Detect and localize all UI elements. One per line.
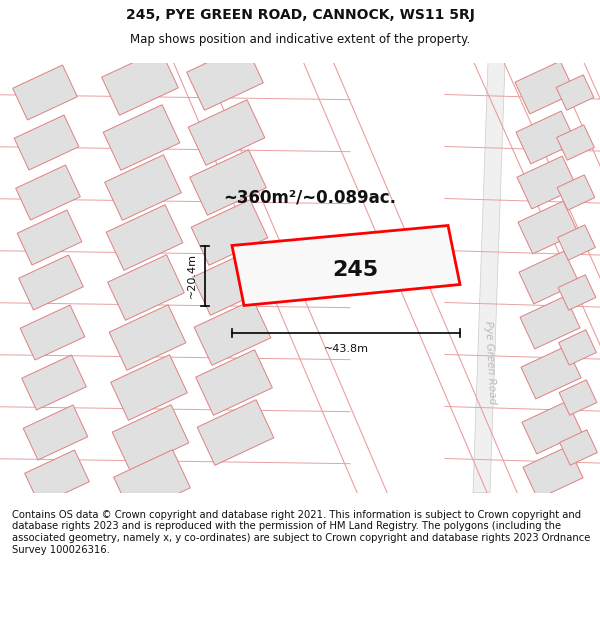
Polygon shape [473,62,505,493]
Polygon shape [104,155,181,220]
Text: ~20.4m: ~20.4m [187,253,197,298]
Polygon shape [521,346,581,399]
Polygon shape [557,175,595,210]
Polygon shape [14,115,79,170]
Polygon shape [557,125,595,160]
Polygon shape [110,355,187,420]
Polygon shape [103,105,180,170]
Polygon shape [559,330,596,365]
Polygon shape [107,255,184,320]
Polygon shape [194,300,271,365]
Polygon shape [188,100,265,165]
Polygon shape [515,61,575,114]
Polygon shape [519,251,579,304]
Polygon shape [193,250,269,315]
Polygon shape [101,50,178,115]
Polygon shape [523,446,583,499]
Polygon shape [187,45,263,110]
Polygon shape [16,165,80,220]
Polygon shape [22,355,86,410]
Polygon shape [20,305,85,360]
Polygon shape [520,296,580,349]
Polygon shape [560,430,598,465]
Polygon shape [518,201,578,254]
Polygon shape [191,200,268,265]
Polygon shape [556,75,594,110]
Polygon shape [113,450,190,515]
Polygon shape [517,156,577,209]
Polygon shape [558,275,596,310]
Text: ~43.8m: ~43.8m [323,344,368,354]
Polygon shape [19,255,83,310]
Polygon shape [106,205,183,270]
Polygon shape [522,401,582,454]
Polygon shape [23,405,88,460]
Polygon shape [112,405,189,470]
Polygon shape [109,305,186,370]
Polygon shape [557,225,595,260]
Text: Map shows position and indicative extent of the property.: Map shows position and indicative extent… [130,32,470,46]
Polygon shape [516,111,576,164]
Polygon shape [196,350,272,415]
Polygon shape [197,400,274,465]
Polygon shape [190,150,266,215]
Polygon shape [17,210,82,265]
Text: Contains OS data © Crown copyright and database right 2021. This information is : Contains OS data © Crown copyright and d… [12,510,590,554]
Polygon shape [25,450,89,505]
Polygon shape [13,65,77,120]
Text: 245: 245 [332,261,378,281]
Polygon shape [232,226,460,306]
Polygon shape [559,380,597,415]
Text: 245, PYE GREEN ROAD, CANNOCK, WS11 5RJ: 245, PYE GREEN ROAD, CANNOCK, WS11 5RJ [125,8,475,22]
Text: ~360m²/~0.089ac.: ~360m²/~0.089ac. [223,189,397,206]
Text: Pye Green Road: Pye Green Road [483,321,497,404]
